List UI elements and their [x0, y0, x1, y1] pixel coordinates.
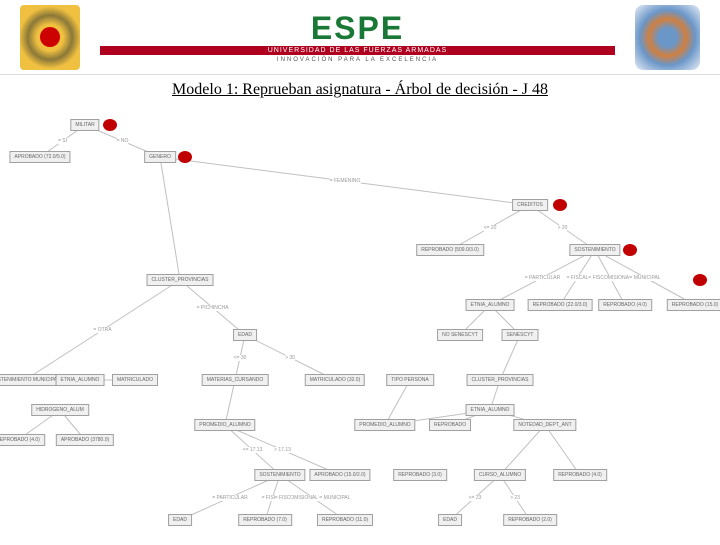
edge-label: > 20 — [558, 225, 568, 231]
edge-label: = FEMENINO — [330, 178, 361, 184]
shield-logo-icon — [20, 5, 80, 70]
highlight-dot-icon — [623, 244, 637, 256]
tree-node: ETNIA_ALUMNO — [466, 404, 515, 416]
tree-node: APROBADO (72.0/5.0) — [9, 151, 70, 163]
edge-label: = FISCOMISIONAL — [588, 275, 631, 281]
tree-node: REPROBADO (3.0) — [393, 469, 447, 481]
edge-label: > 30 — [285, 355, 295, 361]
tree-node: REPROBADO (4.0) — [553, 469, 607, 481]
tree-node: NO SENESCYT — [437, 329, 483, 341]
tree-node: TIPO PERSONA — [386, 374, 434, 386]
edge-label: = FISCOMISIONAL = MUNICIPAL — [275, 495, 351, 501]
tree-node: REPROBADO (509.0/3.0) — [416, 244, 484, 256]
tree-node: REPROBADO (4.0) — [0, 434, 45, 446]
highlight-dot-icon — [178, 151, 192, 163]
edge-label: = OTRA — [93, 327, 111, 333]
tree-node: PROMEDIO_ALUMNO — [194, 419, 255, 431]
tree-node: CURSO_ALUMNO — [474, 469, 526, 481]
tree-node: CLUSTER_PROVINCIAS — [467, 374, 534, 386]
tree-node: CREDITOS — [512, 199, 548, 211]
decision-tree: MILITAR APROBADO (72.0/5.0) GENERO CREDITOS… — [0, 105, 720, 545]
tree-node: ETNIA_ALUMNO — [466, 299, 515, 311]
tree-node: EDAD — [168, 514, 192, 526]
tree-node: APROBADO (15.0/2.0) — [309, 469, 370, 481]
highlight-dot-icon — [553, 199, 567, 211]
brand-subtitle: UNIVERSIDAD DE LAS FUERZAS ARMADAS — [100, 46, 615, 55]
tree-node: APROBADO (3780.0) — [56, 434, 114, 446]
tree-node: HIDROGENO_ALUM — [31, 404, 89, 416]
tree-node: PROMEDIO_ALUMNO — [354, 419, 415, 431]
brand-tagline: INNOVACIÓN PARA LA EXCELENCIA — [100, 57, 615, 63]
header: ESPE UNIVERSIDAD DE LAS FUERZAS ARMADAS … — [0, 0, 720, 75]
tree-node: REPROBADO (7.0) — [238, 514, 292, 526]
tree-node: NOTEDAD_DEPT_ANT — [513, 419, 576, 431]
tree-node: ETNIA_ALUMNO — [56, 374, 105, 386]
tree-node: EDAD — [233, 329, 257, 341]
edge-label: <= 23 — [469, 495, 482, 501]
edge-label: > 17.13 — [274, 447, 291, 453]
edge-label: <= 30 — [234, 355, 247, 361]
edge-label: = PARTICULAR — [525, 275, 561, 281]
tree-node: REPROBADO (4.0) — [598, 299, 652, 311]
tree-node: REPROBADO (22.0/3.0) — [528, 299, 593, 311]
edge-label: > 23 — [510, 495, 520, 501]
page-title: Modelo 1: Reprueban asignatura - Árbol d… — [0, 75, 720, 105]
tree-node: GENERO — [144, 151, 176, 163]
tree-node: MATERIAS_CURSANDO — [202, 374, 269, 386]
tree-node: EDAD — [438, 514, 462, 526]
tree-node: REPROBADO (15.0) — [667, 299, 720, 311]
brand-block: ESPE UNIVERSIDAD DE LAS FUERZAS ARMADAS … — [80, 12, 635, 63]
tree-node: MILITAR — [70, 119, 99, 131]
highlight-dot-icon — [693, 274, 707, 286]
tree-node: SOSTENIMIENTO — [569, 244, 620, 256]
edge-label: = NO — [117, 138, 129, 144]
edge-label: <= 17.13 — [243, 447, 263, 453]
edge-label: = SI — [58, 138, 67, 144]
edge-label: = FISCAL — [567, 275, 589, 281]
edge-label: = PICHINCHA — [197, 305, 229, 311]
edge-label: = PARTICULAR — [212, 495, 248, 501]
tree-node: MATRICULADO (32.0) — [305, 374, 365, 386]
tree-node: REPROBADO (11.0) — [317, 514, 373, 526]
highlight-dot-icon — [103, 119, 117, 131]
tree-node: MATRICULADO — [112, 374, 158, 386]
tree-node: REPROBADO — [429, 419, 471, 431]
tree-node: SOSTENIMIENTO — [254, 469, 305, 481]
brand-name: ESPE — [100, 12, 615, 44]
tree-node: CLUSTER_PROVINCIAS — [147, 274, 214, 286]
tree-node: SENESCYT — [502, 329, 539, 341]
decc-logo-icon — [635, 5, 700, 70]
edge-label: = MUNICIPAL — [629, 275, 660, 281]
edge-label: <= 20 — [484, 225, 497, 231]
tree-node: REPROBADO (2.0) — [503, 514, 557, 526]
